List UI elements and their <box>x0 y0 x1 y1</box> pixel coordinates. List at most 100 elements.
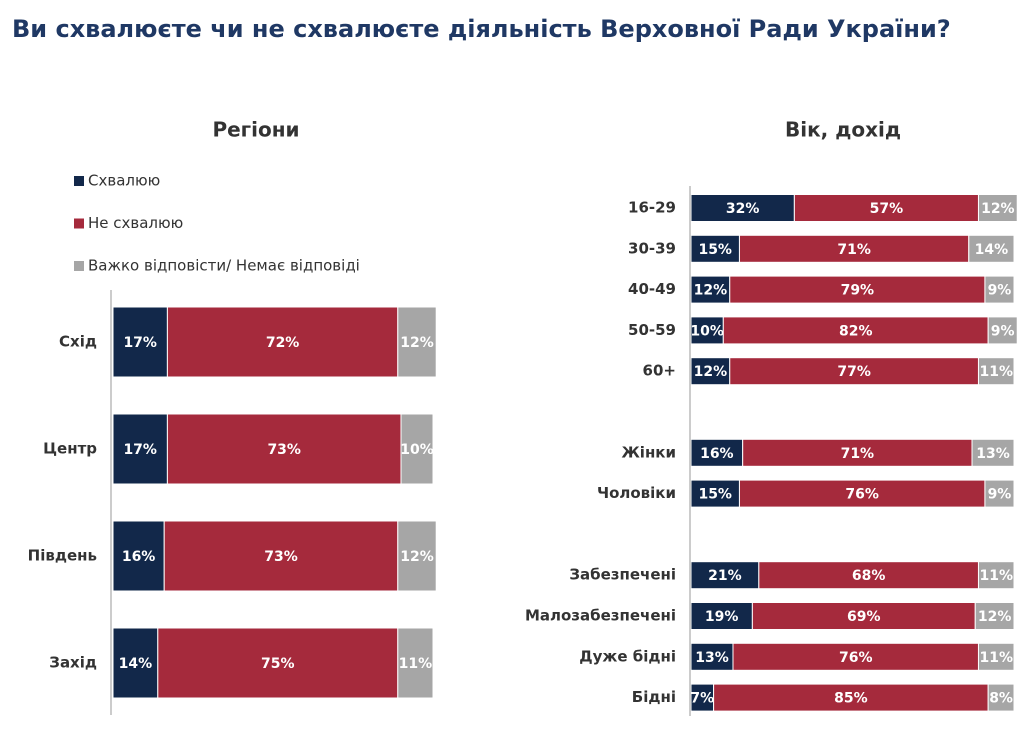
value-label: 11% <box>979 650 1013 666</box>
legend-label: Схвалюю <box>88 172 160 190</box>
value-label: 7% <box>690 691 714 707</box>
category-label: Бідні <box>632 688 676 706</box>
category-label: Забезпечені <box>569 566 676 584</box>
bar-segment <box>758 561 979 590</box>
value-label: 76% <box>845 487 879 503</box>
bar-segment <box>977 194 1018 222</box>
bar-segment <box>690 642 734 671</box>
value-label: 13% <box>695 650 729 666</box>
value-label: 11% <box>979 568 1013 584</box>
bar-segment <box>974 602 1015 630</box>
value-label: 12% <box>981 201 1015 217</box>
value-label: 77% <box>837 364 871 380</box>
value-label: 69% <box>847 609 881 625</box>
bar-segment <box>793 194 979 222</box>
value-label: 17% <box>123 442 157 458</box>
bar-segment <box>968 234 1015 263</box>
value-label: 14% <box>975 242 1009 258</box>
category-label: 30-39 <box>628 239 676 257</box>
legend-swatch <box>74 261 84 271</box>
value-label: 32% <box>726 201 760 217</box>
bar-segment <box>690 234 740 263</box>
value-label: 72% <box>266 335 300 351</box>
value-label: 85% <box>834 691 868 707</box>
bar-segment <box>977 357 1015 386</box>
chart-title: Вік, дохід <box>785 118 901 142</box>
bar-segment <box>163 520 399 592</box>
bar-segment <box>987 683 1015 712</box>
legend-label: Не схвалюю <box>88 214 183 232</box>
bar-segment <box>713 683 989 712</box>
value-label: 12% <box>978 609 1012 625</box>
value-label: 13% <box>976 446 1010 462</box>
value-label: 17% <box>123 335 157 351</box>
value-label: 73% <box>267 442 301 458</box>
category-label: 60+ <box>643 362 676 380</box>
value-label: 9% <box>991 323 1015 339</box>
bar-segment <box>732 642 979 671</box>
bar-segment <box>690 316 724 345</box>
value-label: 11% <box>399 656 433 672</box>
value-label: 71% <box>841 446 875 462</box>
value-label: 57% <box>870 201 904 217</box>
bar-segment <box>166 306 399 378</box>
value-label: 12% <box>694 364 728 380</box>
bar-segment <box>157 627 399 699</box>
value-label: 9% <box>988 283 1012 299</box>
bar-segment <box>397 520 437 592</box>
category-label: Захід <box>49 654 97 672</box>
category-label: Схід <box>59 333 97 351</box>
legend-label: Важко відповісти/ Немає відповіді <box>88 257 360 275</box>
bar-segment <box>751 602 976 630</box>
bar-segment <box>729 275 986 304</box>
bar-segment <box>400 413 434 485</box>
value-label: 68% <box>852 568 886 584</box>
value-label: 73% <box>264 549 298 565</box>
value-label: 21% <box>708 568 742 584</box>
value-label: 15% <box>698 487 732 503</box>
value-label: 71% <box>837 242 871 258</box>
value-label: 16% <box>700 446 734 462</box>
value-label: 10% <box>690 323 724 339</box>
bar-segment <box>977 642 1015 671</box>
value-label: 14% <box>119 656 153 672</box>
bar-segment <box>738 479 986 508</box>
bar-segment <box>729 357 979 386</box>
value-label: 10% <box>400 442 434 458</box>
value-label: 16% <box>122 549 156 565</box>
category-label: Центр <box>43 440 97 458</box>
bar-segment <box>397 627 434 699</box>
category-label: Малозабезпечені <box>525 607 676 625</box>
category-label: Південь <box>28 547 97 565</box>
category-label: Жінки <box>621 443 676 461</box>
legend-swatch <box>74 218 84 229</box>
value-label: 12% <box>694 283 728 299</box>
bar-segment <box>690 479 740 508</box>
value-label: 9% <box>988 487 1012 503</box>
value-label: 15% <box>698 242 732 258</box>
value-label: 8% <box>989 691 1013 707</box>
value-label: 79% <box>841 283 875 299</box>
value-label: 19% <box>705 609 739 625</box>
value-label: 82% <box>839 323 873 339</box>
value-label: 75% <box>261 656 295 672</box>
bar-segment <box>738 234 970 263</box>
bar-segment <box>112 627 159 699</box>
legend-swatch <box>74 176 84 186</box>
value-label: 12% <box>400 335 434 351</box>
bar-segment <box>977 561 1015 590</box>
category-label: 40-49 <box>628 280 676 298</box>
value-label: 12% <box>400 549 434 565</box>
bar-segment <box>984 479 1015 508</box>
category-label: Дуже бідні <box>579 647 676 665</box>
bar-segment <box>984 275 1015 304</box>
category-label: 16-29 <box>628 199 676 217</box>
bar-segment <box>971 438 1015 467</box>
bar-segment <box>987 316 1018 345</box>
value-label: 76% <box>839 650 873 666</box>
category-label: Чоловіки <box>597 484 676 502</box>
page-title: Ви схвалюєте чи не схвалюєте діяльність … <box>12 15 951 43</box>
bar-segment <box>397 306 437 378</box>
category-label: 50-59 <box>628 321 676 339</box>
